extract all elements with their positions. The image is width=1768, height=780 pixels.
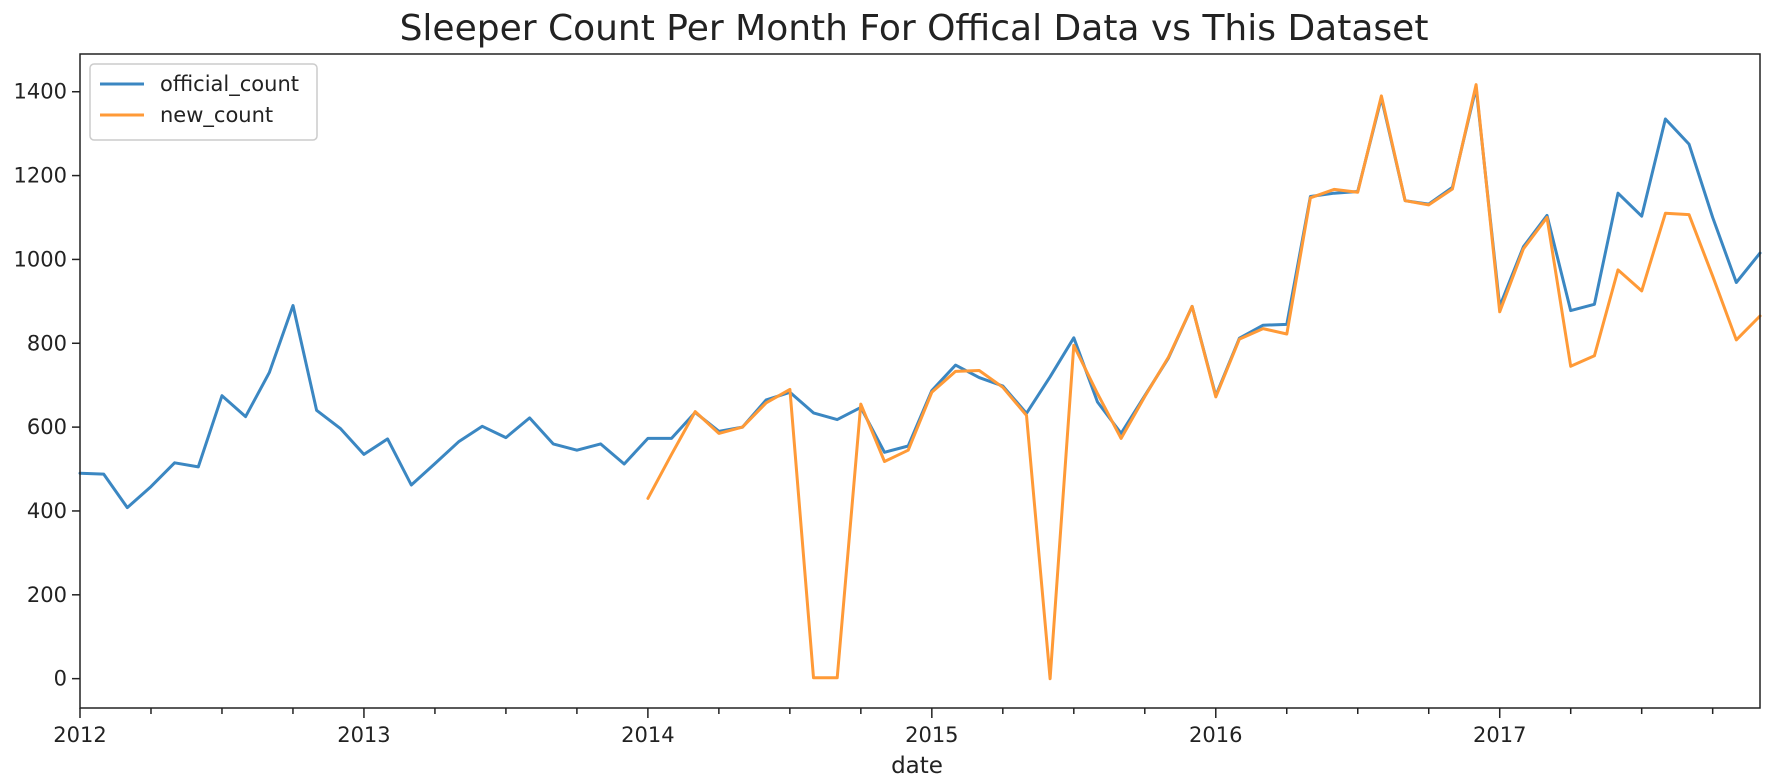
legend-label: new_count	[160, 103, 273, 128]
y-tick-label: 1400	[14, 80, 67, 104]
series-line-new-count	[646, 83, 1762, 681]
x-axis: 2012 2013 2014 2015 2016 2017	[53, 708, 1714, 747]
x-tick-label: 2016	[1189, 723, 1242, 747]
x-tick-label: 2013	[337, 723, 390, 747]
y-axis: 0 200 400 600 800 1000 1200 1400	[14, 80, 80, 691]
legend-label: official_count	[160, 72, 299, 97]
x-tick-label: 2014	[621, 723, 674, 747]
y-tick-label: 400	[27, 499, 67, 523]
y-tick-label: 1200	[14, 164, 67, 188]
series-line-official-count	[78, 86, 1762, 510]
x-tick-label: 2017	[1473, 723, 1526, 747]
chart-title: Sleeper Count Per Month For Offical Data…	[400, 8, 1429, 49]
plot-frame	[79, 53, 1761, 709]
y-tick-label: 200	[27, 583, 67, 607]
x-tick-label: 2015	[905, 723, 958, 747]
y-tick-label: 600	[27, 415, 67, 439]
legend: official_count new_count	[89, 63, 318, 141]
y-tick-label: 1000	[14, 247, 67, 271]
x-axis-label: date	[891, 753, 943, 779]
y-tick-label: 0	[54, 667, 67, 691]
y-tick-label: 800	[27, 331, 67, 355]
legend-box	[89, 63, 318, 141]
x-tick-label: 2012	[53, 723, 106, 747]
series-layer	[78, 83, 1762, 681]
